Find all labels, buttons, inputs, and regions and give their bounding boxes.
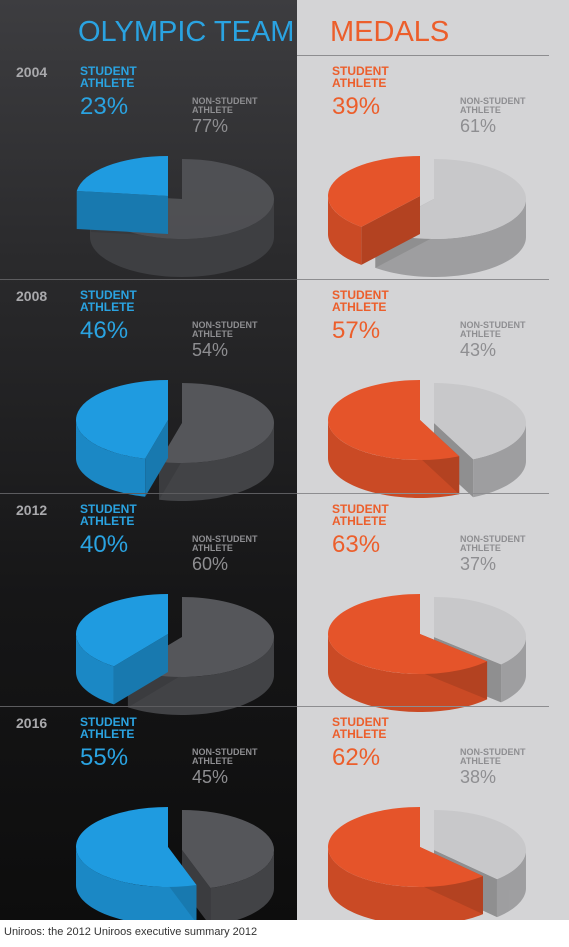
medal-non-student-percent: 61% <box>460 116 497 136</box>
team-non-student-percent: 45% <box>192 767 229 787</box>
row-divider <box>297 279 549 280</box>
row-divider <box>297 706 549 707</box>
year-label: 2012 <box>16 502 48 518</box>
medal-student-percent: 57% <box>332 317 381 344</box>
medals-pie <box>328 156 526 277</box>
medals-heading: MEDALS <box>330 16 450 48</box>
team-non-student-percent: 77% <box>192 116 229 136</box>
non-student-athlete-label: NON-STUDENT ATHLETE <box>192 320 258 339</box>
medal-student-percent: 39% <box>332 93 381 120</box>
year-label: 2016 <box>16 715 48 731</box>
student-athlete-label: STUDENT ATHLETE <box>80 715 137 741</box>
student-athlete-label: STUDENT ATHLETE <box>332 502 389 528</box>
non-student-athlete-label: NON-STUDENT ATHLETE <box>460 96 526 115</box>
non-student-athlete-label: NON-STUDENT ATHLETE <box>460 320 526 339</box>
row-divider <box>0 706 297 707</box>
source-text: Uniroos: the 2012 Uniroos executive summ… <box>4 926 258 938</box>
medal-non-student-percent: 43% <box>460 340 497 360</box>
row-divider <box>297 493 549 494</box>
student-athlete-label: STUDENT ATHLETE <box>332 288 389 314</box>
year-label: 2008 <box>16 288 48 304</box>
olympic-team-pie <box>76 156 275 277</box>
source-footer: Uniroos: the 2012 Uniroos executive summ… <box>0 920 569 947</box>
medals-pie <box>328 594 526 712</box>
medal-non-student-percent: 38% <box>460 767 497 787</box>
non-student-athlete-label: NON-STUDENT ATHLETE <box>192 747 258 766</box>
team-student-percent: 40% <box>80 531 129 558</box>
student-athlete-label: STUDENT ATHLETE <box>80 288 137 314</box>
team-student-percent: 55% <box>80 744 129 771</box>
row-divider <box>297 55 549 56</box>
student-athlete-label: STUDENT ATHLETE <box>332 64 389 90</box>
non-student-athlete-label: NON-STUDENT ATHLETE <box>460 534 526 553</box>
row-divider <box>0 279 297 280</box>
olympic-team-heading: OLYMPIC TEAM <box>78 16 295 48</box>
olympic-team-pie <box>76 380 275 501</box>
team-non-student-percent: 54% <box>192 340 229 360</box>
student-athlete-label: STUDENT ATHLETE <box>80 64 137 90</box>
non-student-athlete-label: NON-STUDENT ATHLETE <box>460 747 526 766</box>
row-divider <box>0 493 297 494</box>
team-non-student-percent: 60% <box>192 554 229 574</box>
team-student-percent: 46% <box>80 317 129 344</box>
student-athlete-label: STUDENT ATHLETE <box>332 715 389 741</box>
medal-student-percent: 62% <box>332 744 381 771</box>
olympic-team-pie <box>75 807 274 927</box>
year-label: 2004 <box>16 64 48 80</box>
non-student-athlete-label: NON-STUDENT ATHLETE <box>192 96 258 115</box>
team-student-percent: 23% <box>80 93 129 120</box>
non-student-athlete-label: NON-STUDENT ATHLETE <box>192 534 258 553</box>
medals-pie <box>328 807 526 925</box>
medal-non-student-percent: 37% <box>460 554 497 574</box>
medals-pie <box>328 380 526 498</box>
student-athlete-label: STUDENT ATHLETE <box>80 502 137 528</box>
olympic-team-pie <box>75 594 274 715</box>
medal-student-percent: 63% <box>332 531 381 558</box>
